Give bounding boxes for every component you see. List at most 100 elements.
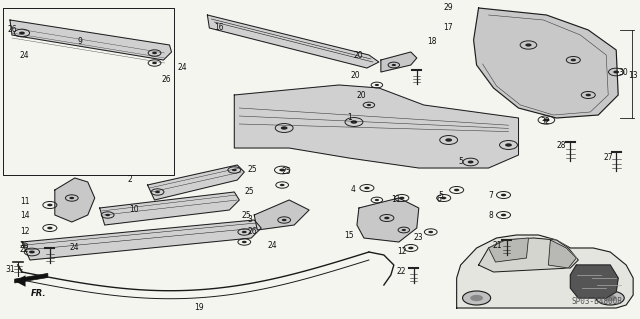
Circle shape [374, 199, 379, 201]
Circle shape [399, 197, 404, 199]
Polygon shape [254, 200, 309, 230]
Polygon shape [570, 265, 618, 298]
Circle shape [428, 231, 433, 233]
Text: 30: 30 [618, 68, 628, 77]
Polygon shape [100, 192, 239, 225]
Circle shape [392, 64, 396, 66]
Circle shape [152, 52, 157, 54]
Text: SP03-B4800B: SP03-B4800B [572, 297, 622, 306]
Circle shape [408, 247, 413, 249]
Text: 22: 22 [397, 268, 406, 277]
Polygon shape [207, 15, 379, 68]
Circle shape [279, 168, 285, 171]
Polygon shape [488, 238, 529, 262]
Text: 27: 27 [604, 153, 613, 162]
Circle shape [543, 118, 550, 122]
Circle shape [454, 189, 460, 191]
Text: 26: 26 [20, 241, 29, 249]
Text: FR.: FR. [31, 289, 46, 298]
Text: 12: 12 [20, 227, 29, 236]
Text: 11: 11 [20, 197, 29, 206]
Circle shape [374, 84, 379, 86]
Circle shape [505, 143, 512, 147]
Circle shape [282, 219, 287, 221]
Circle shape [571, 59, 576, 61]
Text: 21: 21 [493, 241, 502, 249]
Circle shape [242, 241, 246, 243]
Text: 5: 5 [459, 158, 463, 167]
Text: 18: 18 [427, 38, 436, 47]
Circle shape [501, 214, 506, 216]
Text: 7: 7 [488, 190, 493, 199]
Polygon shape [457, 235, 633, 308]
Text: 5: 5 [438, 190, 444, 199]
Polygon shape [381, 52, 417, 72]
Text: 29: 29 [444, 4, 453, 12]
Circle shape [155, 191, 160, 193]
Text: 26: 26 [247, 227, 257, 236]
Circle shape [441, 197, 446, 199]
Circle shape [470, 295, 483, 301]
Text: 32: 32 [540, 117, 550, 127]
Polygon shape [15, 275, 26, 287]
Text: 19: 19 [195, 302, 204, 311]
Circle shape [364, 187, 369, 189]
Circle shape [47, 227, 52, 229]
Circle shape [463, 291, 491, 305]
Circle shape [69, 197, 74, 199]
Text: 24: 24 [177, 63, 187, 72]
Text: 20: 20 [357, 91, 367, 100]
Circle shape [501, 194, 506, 196]
Text: 26: 26 [161, 76, 171, 85]
Text: 25: 25 [244, 188, 254, 197]
Circle shape [105, 214, 110, 216]
Text: 31: 31 [5, 265, 15, 275]
Text: 26: 26 [8, 26, 18, 34]
Circle shape [367, 104, 371, 106]
Circle shape [19, 32, 25, 34]
Text: 22: 22 [20, 246, 29, 255]
Text: 25: 25 [247, 166, 257, 174]
Circle shape [402, 229, 406, 231]
Text: 12: 12 [397, 248, 406, 256]
Text: 25: 25 [281, 167, 291, 176]
Circle shape [280, 184, 285, 186]
Text: 10: 10 [130, 205, 140, 214]
Text: 11: 11 [391, 196, 401, 204]
Text: 16: 16 [214, 24, 224, 33]
Text: 24: 24 [268, 241, 277, 249]
Circle shape [586, 94, 591, 96]
Polygon shape [479, 238, 579, 272]
Circle shape [242, 231, 246, 233]
Circle shape [29, 250, 35, 254]
Polygon shape [22, 220, 261, 260]
Text: 24: 24 [70, 243, 79, 253]
Polygon shape [357, 198, 419, 242]
Circle shape [47, 204, 52, 206]
Polygon shape [10, 20, 172, 60]
Text: 14: 14 [20, 211, 29, 219]
Text: 8: 8 [488, 211, 493, 219]
Text: 23: 23 [414, 234, 424, 242]
Text: 1: 1 [347, 114, 352, 122]
Text: 4: 4 [351, 186, 356, 195]
Circle shape [596, 291, 624, 305]
Circle shape [525, 43, 532, 47]
Polygon shape [148, 165, 244, 200]
Circle shape [445, 138, 452, 142]
Circle shape [351, 120, 357, 124]
Text: 2: 2 [127, 175, 132, 184]
Circle shape [613, 70, 619, 73]
Text: 6: 6 [436, 196, 442, 204]
Circle shape [232, 169, 237, 171]
Circle shape [152, 62, 157, 64]
Text: 28: 28 [556, 140, 566, 150]
Circle shape [604, 295, 616, 301]
Circle shape [468, 160, 474, 163]
Text: 24: 24 [20, 50, 29, 60]
Text: 20: 20 [351, 70, 360, 79]
Polygon shape [548, 240, 576, 268]
Polygon shape [15, 273, 48, 283]
Circle shape [384, 217, 390, 219]
Circle shape [281, 126, 287, 130]
